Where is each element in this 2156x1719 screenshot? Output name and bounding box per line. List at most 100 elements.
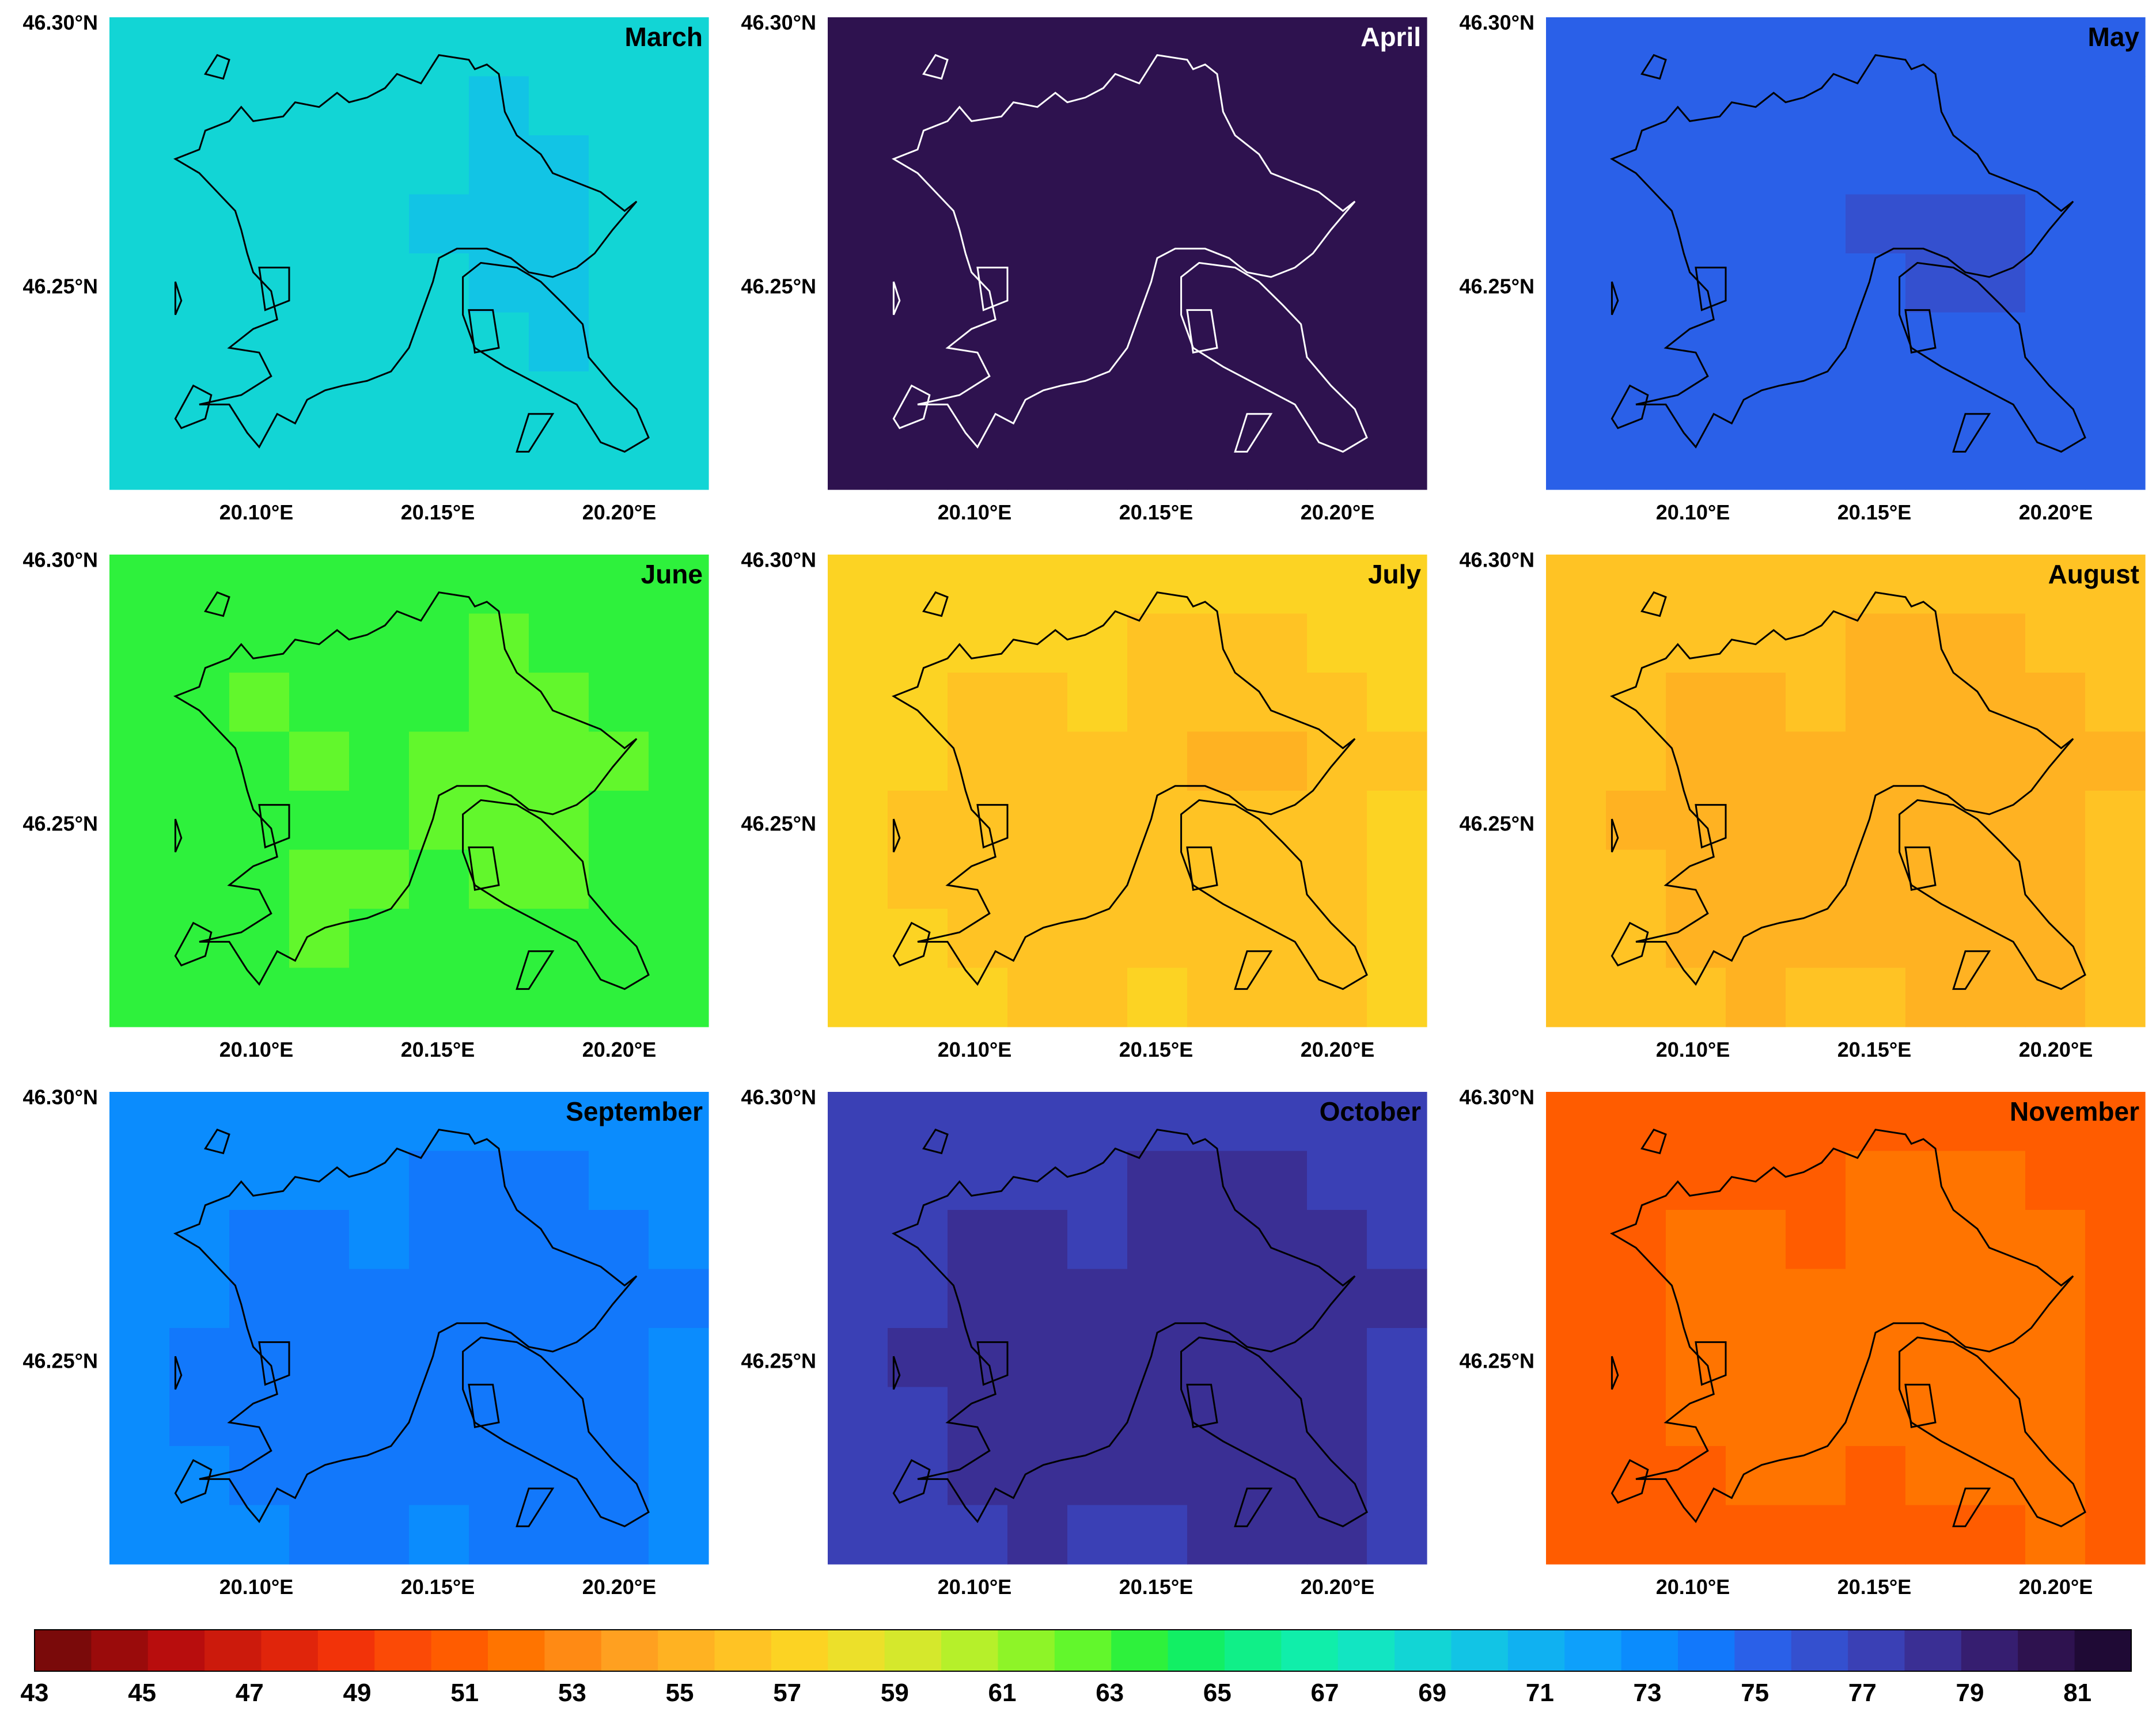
raster-cell bbox=[1067, 613, 1128, 673]
colorbar-swatch bbox=[261, 1630, 319, 1671]
raster-cell bbox=[1247, 194, 1308, 254]
raster-cell bbox=[469, 194, 529, 254]
lat-tick-label: 46.25°N bbox=[23, 275, 98, 298]
raster-cell bbox=[1067, 849, 1128, 909]
raster-cell bbox=[289, 1328, 350, 1388]
raster-cell bbox=[349, 253, 410, 313]
city-boundary bbox=[976, 1341, 1009, 1386]
colorbar-swatch bbox=[431, 1630, 488, 1671]
raster-cell bbox=[2025, 17, 2086, 77]
raster-cell bbox=[109, 1387, 170, 1447]
raster-cell bbox=[948, 1210, 1008, 1270]
raster-cell bbox=[1367, 430, 1427, 490]
raster-cell bbox=[888, 1092, 948, 1152]
raster-cell bbox=[1726, 1328, 1786, 1388]
raster-cell bbox=[1726, 253, 1786, 313]
raster-cell bbox=[229, 1328, 290, 1388]
raster-cell bbox=[409, 1446, 469, 1506]
colorbar-swatch bbox=[658, 1630, 715, 1671]
raster-cell bbox=[948, 1151, 1008, 1210]
raster-cell bbox=[1007, 731, 1068, 791]
raster-cell bbox=[1846, 555, 1906, 614]
city-boundary bbox=[891, 54, 1356, 449]
raster-cell bbox=[1965, 253, 2026, 313]
raster-cell bbox=[948, 849, 1008, 909]
colorbar-swatch bbox=[488, 1630, 545, 1671]
map-panel-october: October 46.30°N 46.25°N 20.10°E 20.15°E 20.20… bbox=[741, 1086, 1427, 1599]
city-boundary bbox=[174, 1459, 213, 1504]
raster-cell bbox=[1367, 909, 1427, 969]
raster-cell bbox=[1067, 371, 1128, 431]
raster-cell bbox=[1127, 1210, 1188, 1270]
raster-cell bbox=[169, 1092, 230, 1152]
raster-cell bbox=[1846, 673, 1906, 733]
raster-cell bbox=[1187, 312, 1248, 372]
raster-cell bbox=[409, 371, 469, 431]
raster-cell bbox=[888, 76, 948, 136]
raster-cell bbox=[2085, 1269, 2146, 1329]
raster-cell bbox=[589, 909, 649, 969]
raster-cell bbox=[1846, 1328, 1906, 1388]
raster-cell bbox=[109, 673, 170, 733]
raster-cell bbox=[1127, 1269, 1188, 1329]
raster-cell bbox=[1905, 1328, 1966, 1388]
raster-cell bbox=[349, 849, 410, 909]
raster-cell bbox=[649, 1505, 709, 1565]
raster-cell bbox=[1007, 430, 1068, 490]
raster-cell bbox=[1067, 791, 1128, 851]
raster-cell bbox=[1846, 1505, 1906, 1565]
raster-cell bbox=[888, 613, 948, 673]
raster-cell bbox=[1546, 555, 1606, 614]
raster-cell bbox=[1905, 909, 1966, 969]
raster-cell bbox=[1846, 194, 1906, 254]
raster-cell bbox=[1726, 135, 1786, 195]
lon-tick-label: 20.10°E bbox=[219, 500, 294, 524]
colorbar-swatch bbox=[1961, 1630, 2018, 1671]
raster-cell bbox=[2085, 135, 2146, 195]
raster-cell bbox=[1067, 1387, 1128, 1447]
raster-cell bbox=[1606, 1387, 1666, 1447]
city-boundary bbox=[891, 591, 1356, 986]
raster-cell bbox=[1307, 1328, 1367, 1388]
raster-cell bbox=[1546, 909, 1606, 969]
raster-cell bbox=[1067, 673, 1128, 733]
colorbar-tick-label: 67 bbox=[1311, 1679, 1339, 1707]
raster-cell bbox=[1606, 967, 1666, 1027]
raster-cell bbox=[1067, 135, 1128, 195]
raster-cell bbox=[1187, 731, 1248, 791]
raster-cell bbox=[2085, 312, 2146, 372]
raster-cell bbox=[229, 1210, 290, 1270]
raster-cell bbox=[828, 613, 888, 673]
raster-cell bbox=[1007, 1092, 1068, 1152]
raster-cell bbox=[1905, 1151, 1966, 1210]
raster-cell bbox=[1546, 1269, 1606, 1329]
raster-cell bbox=[349, 135, 410, 195]
raster-cell bbox=[1666, 430, 1726, 490]
colorbar-tick-label: 53 bbox=[558, 1679, 586, 1707]
colorbar-swatch bbox=[374, 1630, 432, 1671]
raster-cell bbox=[589, 1446, 649, 1506]
raster-cell bbox=[1905, 371, 1966, 431]
city-boundary bbox=[1234, 413, 1273, 453]
raster-cell bbox=[1307, 76, 1367, 136]
map-panel-march: March 46.30°N 46.25°N 20.10°E 20.15°E 20.20°E bbox=[23, 11, 709, 524]
lon-tick-label: 20.15°E bbox=[401, 1575, 475, 1599]
raster-cell bbox=[169, 17, 230, 77]
city-boundary bbox=[892, 818, 901, 853]
colorbar-swatch bbox=[1848, 1630, 1905, 1671]
raster-cell bbox=[1905, 1269, 1966, 1329]
raster-cell bbox=[1247, 1210, 1308, 1270]
raster-cell bbox=[289, 1092, 350, 1152]
lon-tick-label: 20.20°E bbox=[1301, 1038, 1375, 1061]
raster-cell bbox=[1846, 1210, 1906, 1270]
raster-cell bbox=[1187, 909, 1248, 969]
city-boundary bbox=[892, 921, 931, 967]
raster-cell bbox=[1187, 1387, 1248, 1447]
colorbar-swatch bbox=[601, 1630, 658, 1671]
raster-cell bbox=[589, 194, 649, 254]
raster-cell bbox=[529, 1269, 589, 1329]
raster-cell bbox=[1965, 1269, 2026, 1329]
raster-cell bbox=[109, 76, 170, 136]
raster-cell bbox=[1965, 430, 2026, 490]
lon-tick-label: 20.15°E bbox=[1837, 1575, 1912, 1599]
